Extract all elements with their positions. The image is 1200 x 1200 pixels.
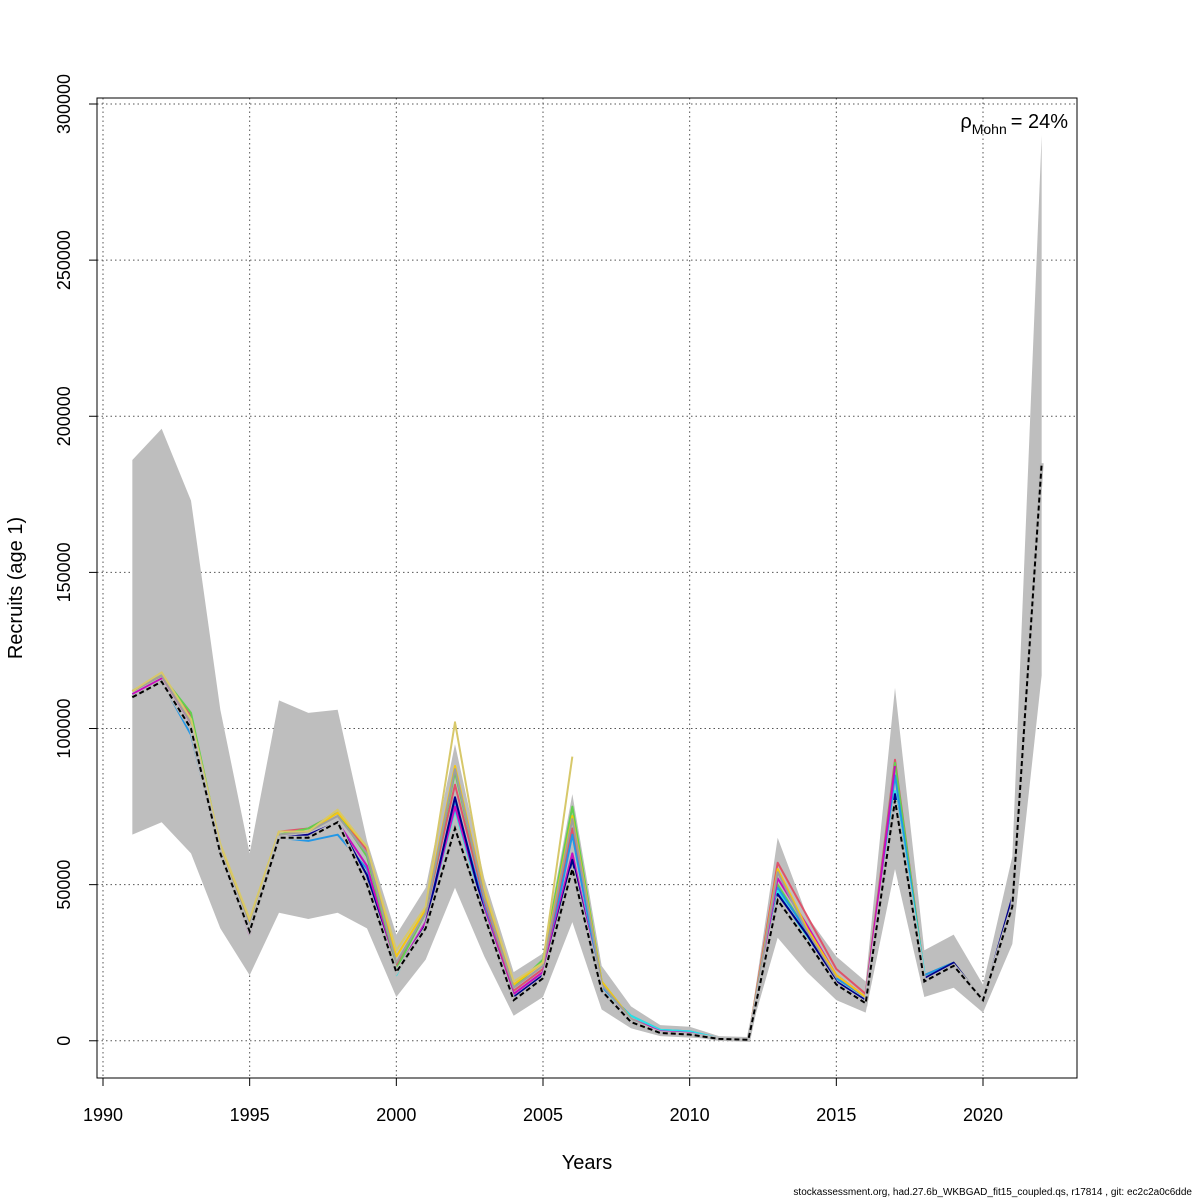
x-tick-label: 2000 — [376, 1105, 416, 1125]
series-lines — [131, 462, 1044, 1042]
y-tick-label: 0 — [54, 1036, 74, 1046]
y-tick-label: 50000 — [54, 860, 74, 910]
rho-value: = 24% — [1011, 111, 1068, 133]
mohn-rho-annotation: ρMohn = 24% — [960, 111, 1068, 137]
x-tick-label: 2010 — [670, 1105, 710, 1125]
series-line-peel-8 — [131, 671, 574, 983]
x-tick-label: 2015 — [816, 1105, 856, 1125]
confidence-band-area — [132, 135, 1042, 1040]
y-tick-label: 150000 — [54, 542, 74, 602]
y-tick-label: 250000 — [54, 230, 74, 290]
y-tick-label: 200000 — [54, 386, 74, 446]
y-tick-label: 100000 — [54, 698, 74, 758]
rho-subscript: Mohn — [972, 121, 1007, 137]
x-axis-title: Years — [562, 1152, 612, 1174]
grid-lines — [97, 98, 1077, 1078]
series-line-base-run — [131, 463, 1043, 1041]
x-tick-label: 2005 — [523, 1105, 563, 1125]
axes: 1990 1995 2000 2005 2010 2015 2020 0 50000 100000… — [54, 74, 1003, 1125]
rho-symbol: ρ — [960, 111, 971, 133]
confidence-band — [132, 135, 1042, 1040]
x-tick-label: 2020 — [963, 1105, 1003, 1125]
footer-caption: stockassessment.org, had.27.6b_WKBGAD_fi… — [793, 1187, 1192, 1198]
y-tick-label: 300000 — [54, 74, 74, 134]
x-tick-label: 1995 — [230, 1105, 270, 1125]
y-axis-title: Recruits (age 1) — [5, 517, 27, 659]
x-tick-label: 1990 — [83, 1105, 123, 1125]
